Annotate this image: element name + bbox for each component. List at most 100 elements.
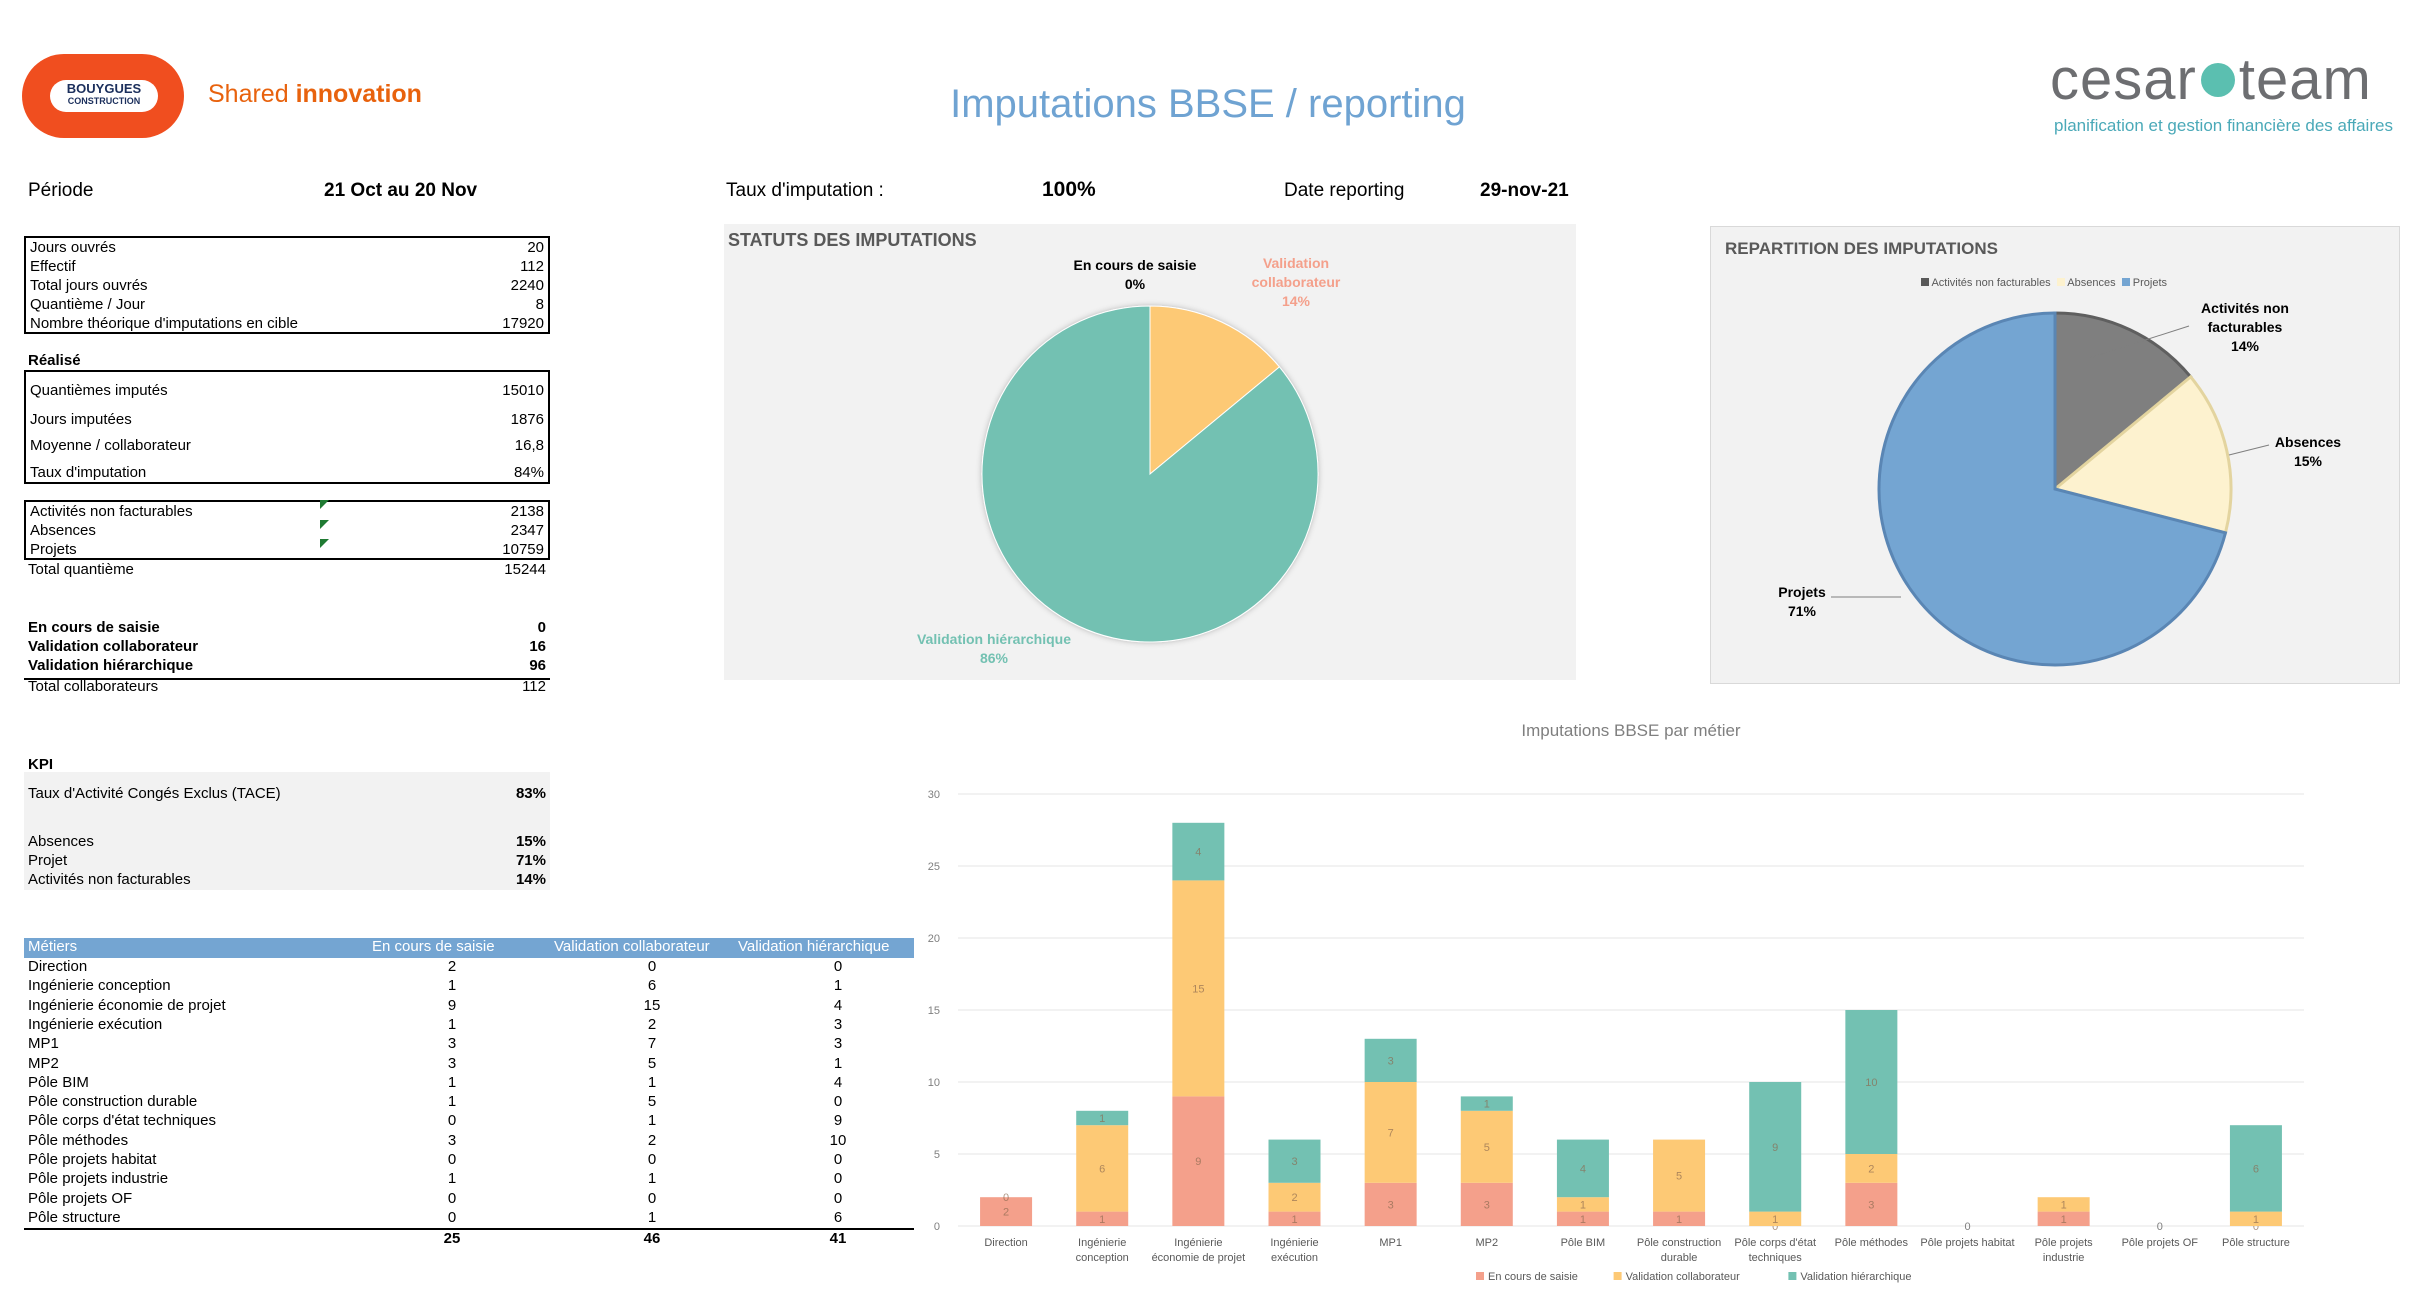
- bar-segment: [1460, 1182, 1513, 1226]
- metier-row: Ingénierie conception 1 6 1: [24, 977, 914, 996]
- tagline-pre: Shared: [208, 80, 296, 108]
- bar-value-label: 1: [1580, 1214, 1586, 1226]
- legend-label: Validation collaborateur: [1626, 1271, 1740, 1283]
- bar-value-label: 5: [1676, 1171, 1682, 1183]
- metiers-header: Métiers En cours de saisie Validation co…: [24, 938, 914, 958]
- x-tick-label: Pôle corps d'état: [1734, 1237, 1816, 1249]
- metier-value: 0: [447, 1112, 457, 1130]
- bar-value-label: 2: [1868, 1163, 1874, 1175]
- bar-segment: [1749, 1082, 1802, 1212]
- legend-label: Validation hiérarchique: [1800, 1271, 1911, 1283]
- metier-name: Pôle structure: [28, 1208, 121, 1226]
- pie-slice: [981, 305, 1319, 643]
- bar-value-label: 7: [1388, 1127, 1394, 1139]
- pie1-label-saisie: En cours de saisie 0%: [1073, 257, 1197, 292]
- metier-value: 0: [647, 958, 657, 975]
- y-tick-label: 25: [928, 861, 940, 873]
- tagline-bold: innovation: [295, 80, 422, 108]
- logo-line2: CONSTRUCTION: [67, 96, 141, 106]
- legend-label: Activités non facturables: [1931, 277, 2051, 289]
- legend-swatch: [1476, 1272, 1484, 1280]
- y-tick-label: 10: [928, 1077, 940, 1089]
- y-tick-label: 15: [928, 1005, 940, 1017]
- metier-value: 9: [447, 996, 457, 1014]
- bar-value-label: 4: [1580, 1163, 1586, 1175]
- metiers-total-divider: [24, 1228, 914, 1230]
- metier-name: MP1: [28, 1035, 59, 1053]
- x-tick-label: techniques: [1749, 1252, 1803, 1264]
- cell-flag-icon: [320, 539, 329, 548]
- metier-row: Pôle projets industrie 1 1 0: [24, 1170, 914, 1189]
- summary-table: Jours ouvrés 20 Effectif 112 Total jours o…: [24, 236, 550, 334]
- bar-value-label: 1: [1099, 1214, 1105, 1226]
- metier-value: 3: [447, 1131, 457, 1149]
- metier-value: 1: [447, 1170, 457, 1188]
- metier-value: 3: [447, 1035, 457, 1053]
- realise-table: Quantièmes imputés 15010 Jours imputées 18…: [24, 370, 550, 484]
- legend-label: Projets: [2132, 277, 2168, 289]
- statuts-table: En cours de saisie 0 Validation collabora…: [24, 618, 550, 680]
- x-tick-label: MP1: [1379, 1237, 1402, 1249]
- metier-value: 3: [833, 1015, 843, 1033]
- bar-value-label: 1: [2253, 1214, 2259, 1226]
- y-tick-label: 0: [934, 1221, 940, 1233]
- metier-name: Direction: [28, 958, 88, 975]
- metier-row: Ingénierie économie de projet 9 15 4: [24, 997, 914, 1016]
- legend-label: En cours de saisie: [1488, 1271, 1578, 1283]
- metier-value: 0: [447, 1208, 457, 1226]
- bar-value-label: 1: [1484, 1099, 1490, 1111]
- total-quantieme-row: Total quantième 15244: [24, 560, 550, 580]
- metier-value: 1: [647, 1073, 657, 1091]
- metier-name: Pôle méthodes: [28, 1131, 129, 1149]
- metier-value: 0: [647, 1189, 657, 1207]
- pie-slice: [1149, 305, 1281, 476]
- metier-value: 15: [643, 996, 661, 1014]
- bar-segment: [1460, 1110, 1513, 1183]
- logo-line1: BOUYGUES: [66, 81, 142, 96]
- taux-label: Taux d'imputation :: [726, 180, 884, 201]
- metier-row: Pôle structure 0 1 6: [24, 1209, 914, 1228]
- metier-value: 4: [833, 996, 843, 1014]
- metier-value: 6: [833, 1208, 843, 1226]
- x-tick-label: industrie: [2043, 1252, 2085, 1264]
- periode-value: 21 Oct au 20 Nov: [324, 180, 478, 201]
- bar-segment: [1845, 1154, 1898, 1183]
- bar-value-label: 3: [1388, 1055, 1394, 1067]
- metier-name: MP2: [28, 1054, 59, 1072]
- metier-value: 3: [447, 1054, 457, 1072]
- bar-value-label: 1: [1099, 1113, 1105, 1125]
- metier-value: 1: [647, 1170, 657, 1188]
- legend-swatch: [2121, 278, 2130, 286]
- repartition-pie-svg: [1831, 311, 2270, 667]
- metiers-table: Métiers En cours de saisie Validation co…: [24, 938, 914, 1247]
- metier-name: Ingénierie conception: [28, 977, 171, 995]
- metier-name: Pôle construction durable: [28, 1093, 198, 1111]
- x-tick-label: Direction: [984, 1237, 1027, 1249]
- bar-segment: [1556, 1139, 1609, 1198]
- y-tick-label: 30: [928, 789, 940, 801]
- bar-value-label: 10: [1865, 1077, 1877, 1089]
- x-tick-label: Ingénierie: [1270, 1237, 1318, 1249]
- bar-value-label: 3: [1291, 1156, 1297, 1168]
- bar-segment: [1076, 1110, 1129, 1126]
- metier-value: 0: [833, 958, 843, 975]
- bar-segment: [1076, 1211, 1129, 1226]
- bar-value-label: 15: [1192, 983, 1204, 995]
- metier-name: Pôle projets industrie: [28, 1170, 169, 1188]
- bar-segment: [1845, 1010, 1898, 1154]
- pie-slice: [2051, 374, 2233, 535]
- pie2-label-absences: Absences 15%: [2274, 434, 2342, 469]
- total-collab-value: 112: [522, 678, 546, 695]
- metier-name: Pôle projets habitat: [28, 1151, 157, 1168]
- bouygues-logo-text: BOUYGUES CONSTRUCTION: [50, 80, 158, 112]
- bar-segment: [1172, 822, 1225, 881]
- metier-row: MP1 3 7 3: [24, 1035, 914, 1054]
- bar-value-label: 1: [1772, 1214, 1778, 1226]
- activities-table: Activités non facturables 2138 Absences 23…: [24, 500, 550, 560]
- bar-segment: [1556, 1211, 1609, 1226]
- metier-name: Pôle projets OF: [28, 1189, 133, 1207]
- date-value: 29-nov-21: [1480, 180, 1569, 201]
- metier-value: 4: [833, 1073, 843, 1091]
- bar-segment: [980, 1197, 1033, 1226]
- metier-value: 0: [833, 1170, 843, 1188]
